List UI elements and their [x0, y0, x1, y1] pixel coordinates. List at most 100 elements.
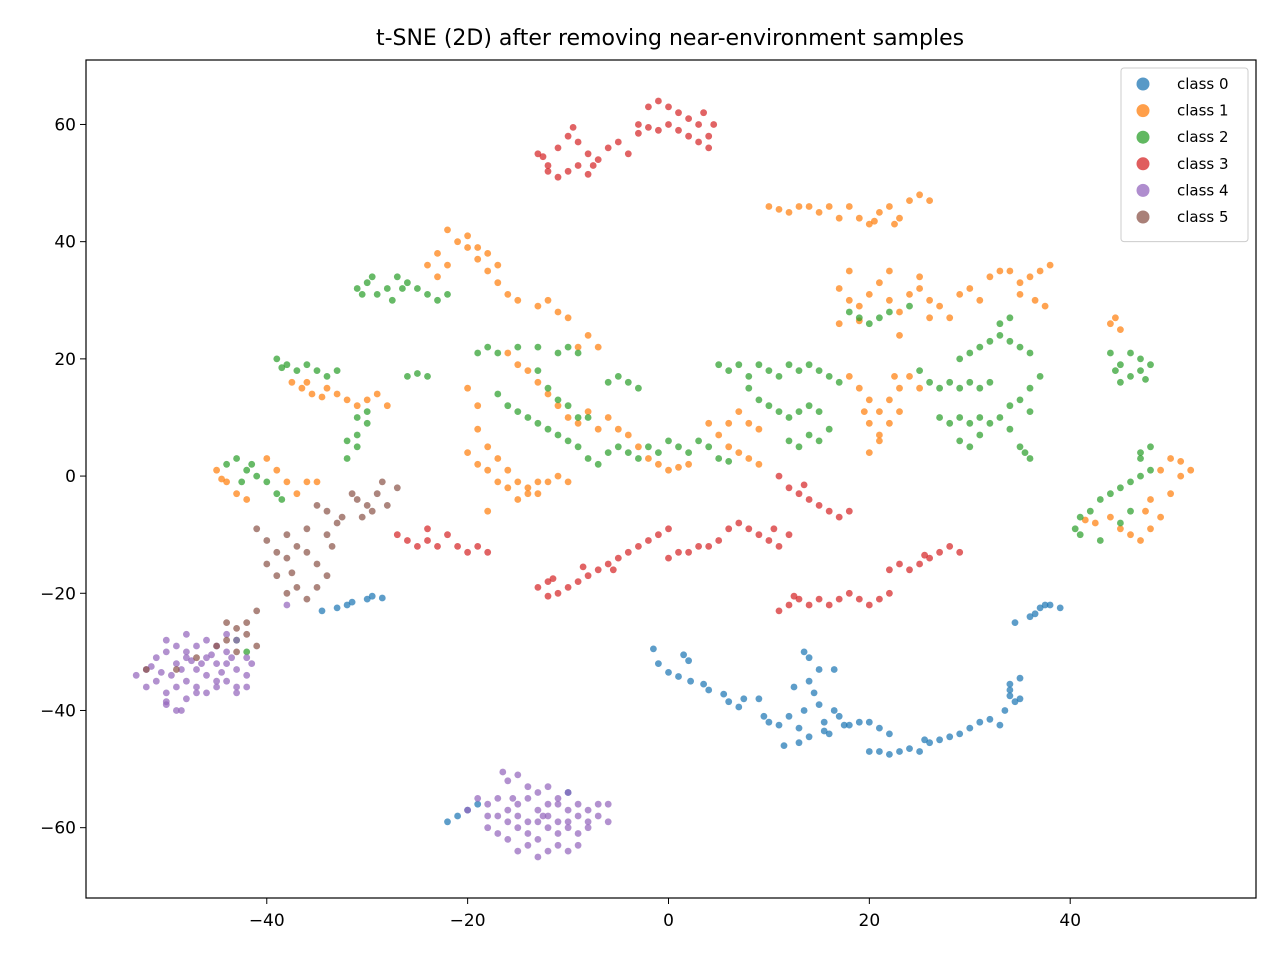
- scatter-point: [378, 594, 386, 602]
- scatter-point: [564, 478, 572, 486]
- scatter-point: [524, 367, 532, 374]
- scatter-point: [1086, 507, 1094, 515]
- scatter-point: [243, 619, 251, 626]
- scatter-point: [223, 660, 231, 667]
- scatter-point: [916, 367, 923, 374]
- scatter-point: [223, 630, 231, 638]
- scatter-point: [865, 291, 873, 298]
- scatter-point: [655, 460, 662, 468]
- scatter-point: [795, 408, 803, 415]
- scatter-point: [604, 818, 612, 826]
- scatter-point: [886, 751, 893, 758]
- scatter-point: [494, 830, 502, 837]
- scatter-point: [795, 367, 803, 374]
- scatter-point: [293, 490, 301, 498]
- scatter-point: [474, 349, 482, 357]
- scatter-point: [323, 373, 331, 380]
- chart-title: t-SNE (2D) after removing near-environme…: [376, 26, 964, 51]
- scatter-point: [865, 601, 873, 609]
- scatter-point: [414, 370, 421, 377]
- scatter-point: [243, 683, 251, 691]
- y-tick-label: −60: [40, 819, 76, 839]
- scatter-point: [986, 273, 994, 281]
- scatter-point: [805, 677, 813, 685]
- scatter-point: [675, 109, 682, 117]
- scatter-point: [303, 525, 311, 533]
- scatter-point: [645, 124, 652, 131]
- scatter-point: [685, 449, 692, 456]
- scatter-point: [790, 592, 798, 600]
- scatter-point: [494, 795, 502, 802]
- scatter-point: [178, 707, 185, 714]
- scatter-point: [1016, 396, 1024, 404]
- scatter-point: [916, 285, 923, 292]
- scatter-point: [534, 343, 542, 351]
- scatter-point: [916, 560, 923, 568]
- scatter-point: [916, 273, 923, 281]
- scatter-point: [534, 818, 542, 826]
- scatter-point: [464, 449, 471, 456]
- scatter-point: [554, 308, 562, 316]
- scatter-point: [876, 314, 883, 322]
- scatter-point: [198, 660, 205, 667]
- points-layer: [132, 97, 1195, 861]
- scatter-point: [494, 349, 502, 357]
- scatter-point: [499, 768, 507, 776]
- scatter-point: [1112, 367, 1119, 374]
- scatter-point: [896, 214, 903, 222]
- scatter-point: [810, 689, 818, 697]
- scatter-point: [333, 604, 341, 612]
- scatter-point: [725, 367, 733, 374]
- scatter-point: [383, 285, 391, 292]
- scatter-point: [293, 367, 301, 374]
- scatter-point: [283, 531, 291, 539]
- scatter-point: [715, 537, 723, 544]
- scatter-point: [715, 431, 723, 439]
- scatter-point: [213, 660, 221, 667]
- scatter-point: [514, 478, 522, 486]
- scatter-point: [514, 496, 522, 503]
- scatter-point: [544, 824, 552, 832]
- scatter-point: [353, 431, 361, 439]
- scatter-point: [865, 419, 873, 427]
- scatter-point: [524, 484, 532, 492]
- scatter-point: [1127, 349, 1134, 357]
- scatter-point: [896, 332, 903, 339]
- scatter-point: [514, 343, 522, 351]
- scatter-point: [278, 364, 286, 372]
- y-tick-label: 40: [54, 233, 76, 253]
- scatter-point: [1117, 525, 1124, 533]
- scatter-point: [484, 824, 492, 832]
- scatter-point: [564, 789, 572, 796]
- scatter-point: [484, 466, 492, 474]
- scatter-point: [343, 455, 351, 462]
- scatter-point: [178, 666, 185, 673]
- x-tick-label: 0: [663, 911, 674, 931]
- series-class-2: [223, 273, 1154, 656]
- scatter-point: [544, 296, 552, 304]
- scatter-point: [755, 361, 763, 369]
- scatter-point: [710, 121, 718, 128]
- scatter-point: [373, 490, 381, 498]
- scatter-point: [675, 126, 682, 134]
- scatter-point: [665, 669, 672, 676]
- scatter-point: [614, 425, 622, 433]
- scatter-point: [614, 443, 622, 451]
- scatter-point: [1006, 267, 1014, 275]
- scatter-point: [765, 718, 773, 726]
- scatter-point: [891, 373, 898, 380]
- scatter-point: [685, 548, 692, 556]
- scatter-point: [253, 525, 261, 533]
- scatter-point: [393, 273, 401, 281]
- scatter-point: [484, 250, 492, 257]
- scatter-point: [273, 572, 281, 580]
- scatter-point: [494, 390, 502, 398]
- scatter-point: [504, 349, 512, 357]
- scatter-point: [474, 244, 482, 251]
- scatter-point: [876, 748, 883, 755]
- scatter-point: [891, 220, 898, 228]
- scatter-point: [886, 730, 893, 738]
- scatter-point: [253, 642, 261, 650]
- scatter-point: [695, 543, 702, 550]
- scatter-point: [886, 589, 893, 597]
